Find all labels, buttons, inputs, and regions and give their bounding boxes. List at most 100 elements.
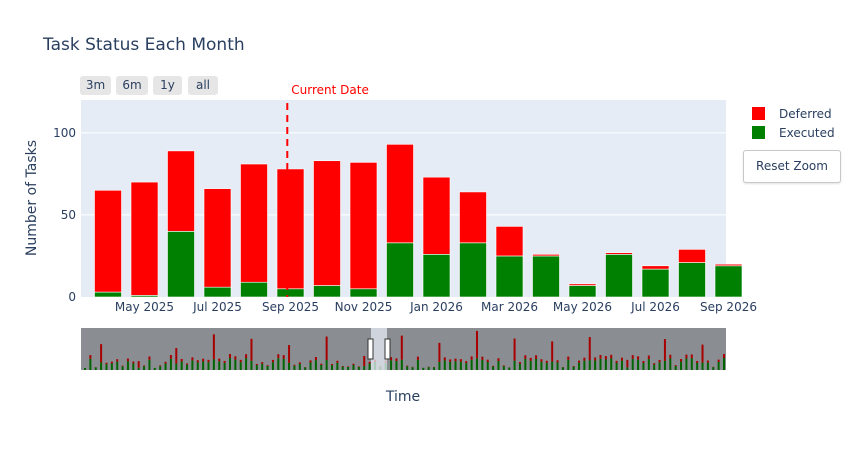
range-button-3m[interactable]: 3m	[80, 76, 111, 95]
range-button-1y[interactable]: 1y	[153, 76, 182, 95]
slider-bar-executed	[191, 360, 194, 370]
slider-bar-executed	[723, 358, 725, 370]
bar-deferred-2026-06[interactable]	[605, 252, 633, 255]
slider-bar-executed	[143, 366, 146, 370]
slider-bar-deferred	[588, 337, 591, 361]
y-axis-label: Number of Tasks	[24, 140, 40, 256]
range-slider-window[interactable]	[371, 328, 387, 370]
bar-executed-2025-07[interactable]	[203, 286, 232, 298]
slider-bar-deferred	[223, 360, 226, 363]
bar-executed-2026-06[interactable]	[605, 254, 633, 298]
slider-bar-executed	[169, 358, 172, 370]
bar-executed-2025-08[interactable]	[240, 281, 268, 298]
range-button-all[interactable]: all	[188, 76, 218, 95]
slider-bar-deferred	[465, 361, 468, 364]
x-tick-2: Sep 2025	[262, 300, 319, 314]
bar-deferred-2026-09[interactable]	[714, 263, 743, 267]
slider-bar-deferred	[690, 354, 693, 359]
bar-deferred-2025-11[interactable]	[349, 162, 378, 290]
slider-bar-executed	[663, 360, 666, 370]
bar-executed-2026-05[interactable]	[568, 285, 597, 298]
slider-bar-deferred	[363, 355, 366, 367]
bar-executed-2026-09[interactable]	[714, 265, 743, 298]
slider-bar-executed	[545, 362, 548, 370]
bars[interactable]	[94, 144, 743, 298]
slider-bar-executed	[288, 362, 291, 370]
bar-executed-2026-08[interactable]	[678, 262, 706, 298]
slider-bar-deferred	[400, 335, 403, 360]
slider-bar-executed	[620, 360, 623, 370]
bar-deferred-2025-10[interactable]	[313, 160, 341, 286]
slider-bar-deferred	[615, 360, 618, 363]
slider-bar-executed	[368, 363, 371, 370]
slider-bar-executed	[599, 358, 602, 370]
bar-executed-2025-11[interactable]	[349, 288, 378, 298]
slider-bar-deferred	[196, 360, 199, 363]
bar-deferred-2025-08[interactable]	[240, 163, 268, 283]
bar-executed-2025-10[interactable]	[313, 285, 341, 298]
reset-zoom-button[interactable]: Reset Zoom	[743, 150, 841, 183]
bar-deferred-2025-12[interactable]	[386, 144, 414, 244]
slider-bar-executed	[212, 359, 215, 370]
slider-bar-deferred	[341, 366, 344, 367]
bar-deferred-2026-03[interactable]	[495, 226, 524, 257]
bar-deferred-2026-08[interactable]	[678, 249, 706, 263]
bar-deferred-2026-05[interactable]	[568, 283, 597, 286]
bar-executed-2025-12[interactable]	[386, 242, 414, 298]
x-tick-labels: May 2025 Jul 2025 Sep 2025 Nov 2025 Jan 2026…	[115, 300, 757, 314]
slider-bar-deferred	[674, 365, 677, 366]
slider-bar-executed	[105, 364, 108, 370]
slider-bar-deferred	[191, 357, 194, 361]
slider-bar-executed	[604, 359, 607, 370]
bar-deferred-2026-02[interactable]	[459, 191, 487, 244]
slider-bar-executed	[110, 363, 113, 370]
bar-executed-2025-04[interactable]	[94, 291, 122, 298]
bar-executed-2025-06[interactable]	[167, 231, 195, 298]
slider-bar-executed	[271, 362, 274, 370]
slider-bar-executed	[449, 361, 452, 370]
slider-bar-deferred	[497, 358, 500, 362]
slider-bar-deferred	[706, 360, 709, 363]
bar-deferred-2025-05[interactable]	[130, 181, 159, 296]
slider-bar-executed	[524, 358, 527, 370]
range-slider-handle-left[interactable]	[367, 338, 374, 360]
bar-executed-2026-04[interactable]	[532, 255, 560, 298]
range-slider[interactable]	[81, 328, 726, 370]
bar-deferred-2025-04[interactable]	[94, 189, 122, 293]
slider-bar-executed	[363, 366, 366, 370]
slider-bar-executed	[314, 360, 317, 370]
slider-bar-executed	[685, 358, 688, 370]
bar-deferred-2026-01[interactable]	[422, 176, 451, 255]
legend-item-executed[interactable]: Executed	[752, 126, 835, 140]
slider-bar-deferred	[513, 338, 516, 361]
bar-executed-2026-01[interactable]	[422, 254, 451, 298]
bar-executed-2025-09[interactable]	[276, 288, 305, 298]
range-slider-handle-right[interactable]	[384, 338, 391, 360]
slider-bar-deferred	[626, 359, 629, 368]
legend-swatch-executed	[752, 126, 765, 139]
legend-item-deferred[interactable]: Deferred	[752, 107, 832, 121]
bar-executed-2026-07[interactable]	[641, 268, 670, 298]
range-button-6m[interactable]: 6m	[116, 76, 148, 95]
slider-bar-executed	[615, 362, 618, 370]
slider-bar-executed	[298, 363, 301, 370]
slider-bar-deferred	[443, 357, 446, 361]
slider-bar-executed	[475, 358, 478, 370]
bar-executed-2026-02[interactable]	[459, 242, 487, 298]
slider-bar-deferred	[631, 355, 634, 359]
bar-deferred-2026-04[interactable]	[532, 254, 560, 257]
bar-deferred-2025-09[interactable]	[276, 168, 305, 290]
slider-bar-deferred	[685, 354, 688, 359]
bar-deferred-2025-07[interactable]	[203, 188, 232, 288]
bar-deferred-2025-06[interactable]	[167, 150, 195, 232]
slider-bar-deferred	[459, 359, 462, 362]
bar-deferred-2026-07[interactable]	[641, 265, 670, 270]
slider-bar-deferred	[535, 355, 538, 359]
slider-bar-executed	[690, 358, 693, 370]
slider-bar-deferred	[298, 362, 301, 364]
slider-bar-deferred	[218, 358, 221, 362]
bar-executed-2026-03[interactable]	[495, 255, 524, 298]
slider-bar-executed	[422, 367, 425, 370]
slider-bar-deferred	[368, 361, 371, 364]
range-slider-bars	[84, 330, 725, 370]
